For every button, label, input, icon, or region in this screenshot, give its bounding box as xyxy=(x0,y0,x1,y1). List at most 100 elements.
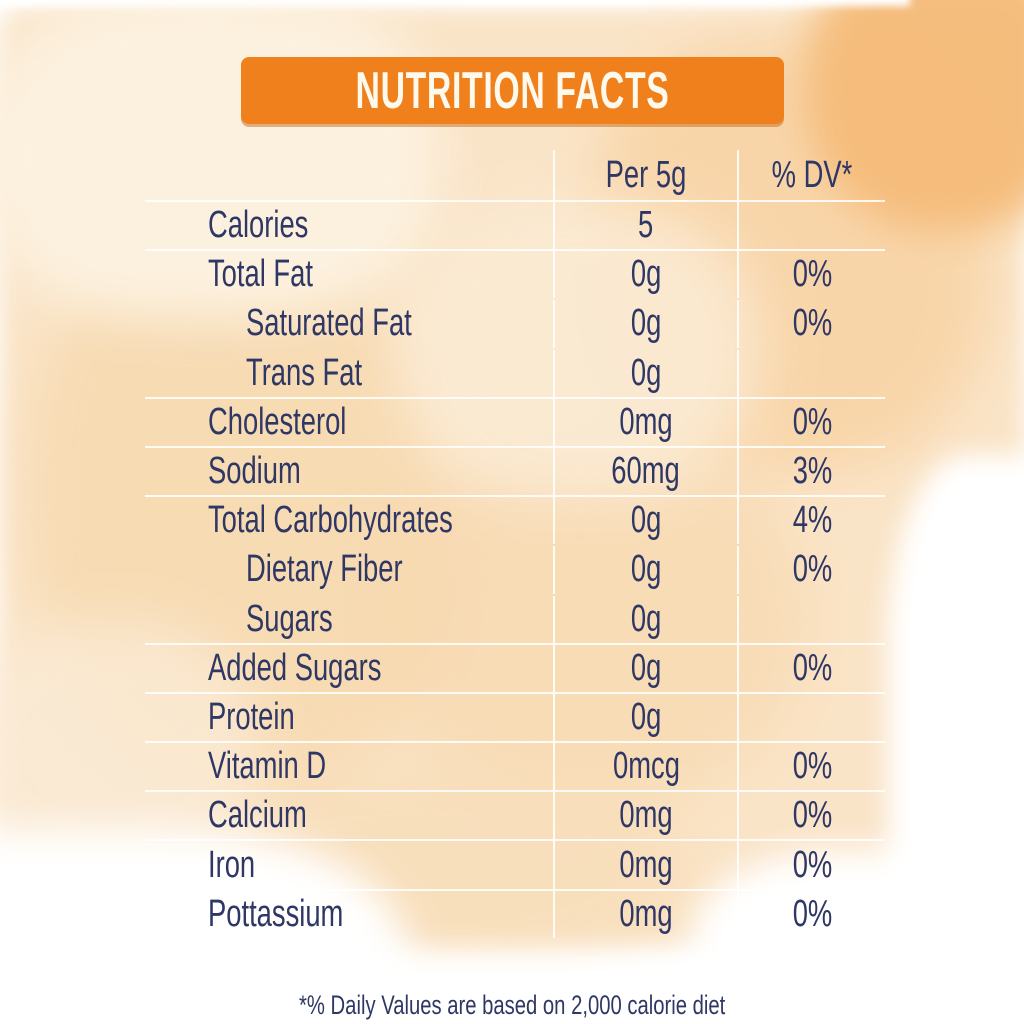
row-amount: 0g xyxy=(630,499,662,542)
row-label-cell: Sodium xyxy=(145,448,553,495)
nutrition-table: Per 5g % DV* Calories 5 Total Fat 0g 0% … xyxy=(145,150,885,938)
row-amount-cell: 0mg xyxy=(553,398,737,446)
row-label: Total Fat xyxy=(208,253,313,296)
row-dv-cell: 4% xyxy=(737,497,885,545)
row-label-cell: Sugars xyxy=(145,596,553,643)
table-row-pottassium: Pottassium 0mg 0% xyxy=(145,888,885,938)
row-label: Added Sugars xyxy=(208,646,382,689)
row-label: Pottassium xyxy=(208,892,344,935)
watercolor-light-top-left xyxy=(0,0,440,320)
row-dv-cell: 0% xyxy=(737,743,885,791)
table-row-protein: Protein 0g xyxy=(145,691,885,742)
row-dv-cell xyxy=(737,693,885,742)
row-amount-cell: 60mg xyxy=(553,447,737,496)
column-header-amount: Per 5g xyxy=(553,150,737,200)
row-amount: 0mg xyxy=(619,843,673,886)
row-amount-cell: 0g xyxy=(553,595,737,643)
row-label: Cholesterol xyxy=(208,400,347,443)
row-dv: 0% xyxy=(792,745,832,788)
table-row-cholesterol: Cholesterol 0mg 0% xyxy=(145,396,885,446)
column-header-amount-label: Per 5g xyxy=(605,153,687,196)
row-dv-cell: 0% xyxy=(737,398,885,446)
row-amount-cell: 0g xyxy=(553,300,737,348)
row-dv: 3% xyxy=(792,450,832,493)
row-dv: 0% xyxy=(792,892,832,935)
row-dv: 0% xyxy=(792,253,832,296)
row-amount: 0g xyxy=(630,548,662,591)
row-amount-cell: 5 xyxy=(553,202,737,250)
row-amount-cell: 0g xyxy=(553,693,737,742)
row-dv: 0% xyxy=(792,302,832,345)
row-amount: 0mcg xyxy=(612,745,680,788)
table-header-row: Per 5g % DV* xyxy=(145,150,885,200)
row-dv-cell: 0% xyxy=(737,546,885,594)
row-label-cell: Iron xyxy=(145,841,553,888)
row-dv-cell: 0% xyxy=(737,890,885,938)
row-label: Sugars xyxy=(246,597,333,640)
row-amount: 0g xyxy=(630,302,662,345)
row-label-cell: Trans Fat xyxy=(145,350,553,397)
row-label-cell: Protein xyxy=(145,694,553,741)
row-dv: 4% xyxy=(792,499,832,542)
table-row-total-carbohydrates: Total Carbohydrates 0g 4% xyxy=(145,495,885,545)
row-amount-cell: 0g xyxy=(553,497,737,545)
row-dv-cell xyxy=(737,349,885,397)
row-amount: 0mg xyxy=(619,892,673,935)
row-dv-cell: 0% xyxy=(737,251,885,299)
row-amount-cell: 0mg xyxy=(553,792,737,840)
footnote-text: *% Daily Values are based on 2,000 calor… xyxy=(298,989,726,1020)
row-dv: 0% xyxy=(792,646,832,689)
row-label-cell: Added Sugars xyxy=(145,645,553,692)
row-label: Sodium xyxy=(208,450,301,493)
row-label-cell: Cholesterol xyxy=(145,399,553,446)
row-dv-cell: 3% xyxy=(737,447,885,496)
row-amount: 0g xyxy=(630,597,662,640)
row-amount-cell: 0g xyxy=(553,644,737,692)
row-amount: 0g xyxy=(630,646,662,689)
row-amount: 0mg xyxy=(619,400,673,443)
row-label-cell: Pottassium xyxy=(145,891,553,938)
table-row-trans-fat: Trans Fat 0g xyxy=(145,348,885,397)
row-label: Dietary Fiber xyxy=(246,548,403,591)
row-dv-cell: 0% xyxy=(737,300,885,348)
row-label-cell: Calcium xyxy=(145,792,553,839)
table-row-calories: Calories 5 xyxy=(145,200,885,250)
column-header-dv: % DV* xyxy=(737,150,885,200)
row-label: Iron xyxy=(208,843,256,886)
row-amount-cell: 0g xyxy=(553,251,737,299)
row-amount-cell: 0mg xyxy=(553,841,737,889)
white-strip-top xyxy=(0,0,910,6)
row-amount: 60mg xyxy=(611,450,681,493)
row-label: Saturated Fat xyxy=(246,302,412,345)
row-label-cell: Vitamin D xyxy=(145,743,553,790)
row-dv-cell xyxy=(737,595,885,643)
watercolor-orange-corner xyxy=(806,0,1024,230)
table-row-sugars: Sugars 0g xyxy=(145,594,885,643)
row-dv-cell: 0% xyxy=(737,644,885,692)
table-row-iron: Iron 0mg 0% xyxy=(145,839,885,889)
column-header-dv-label: % DV* xyxy=(771,153,853,196)
row-label-cell: Calories xyxy=(145,202,553,249)
row-amount-cell: 0g xyxy=(553,546,737,594)
table-row-total-fat: Total Fat 0g 0% xyxy=(145,249,885,299)
row-label: Calories xyxy=(208,204,309,247)
row-label: Total Carbohydrates xyxy=(208,499,453,542)
row-dv: 0% xyxy=(792,843,832,886)
row-amount-cell: 0mcg xyxy=(553,743,737,791)
table-row-vitamin-d: Vitamin D 0mcg 0% xyxy=(145,741,885,791)
row-label: Protein xyxy=(208,695,295,738)
row-dv-cell: 0% xyxy=(737,792,885,840)
row-label-cell: Total Carbohydrates xyxy=(145,497,553,544)
row-label-cell: Dietary Fiber xyxy=(145,546,553,593)
footnote: *% Daily Values are based on 2,000 calor… xyxy=(0,984,1024,1024)
table-row-dietary-fiber: Dietary Fiber 0g 0% xyxy=(145,544,885,594)
row-dv: 0% xyxy=(792,548,832,591)
row-amount: 0g xyxy=(630,695,662,738)
row-dv: 0% xyxy=(792,794,832,837)
page-title: NUTRITION FACTS xyxy=(355,61,670,120)
table-row-saturated-fat: Saturated Fat 0g 0% xyxy=(145,298,885,348)
row-amount: 5 xyxy=(638,204,654,247)
row-label: Calcium xyxy=(208,794,307,837)
